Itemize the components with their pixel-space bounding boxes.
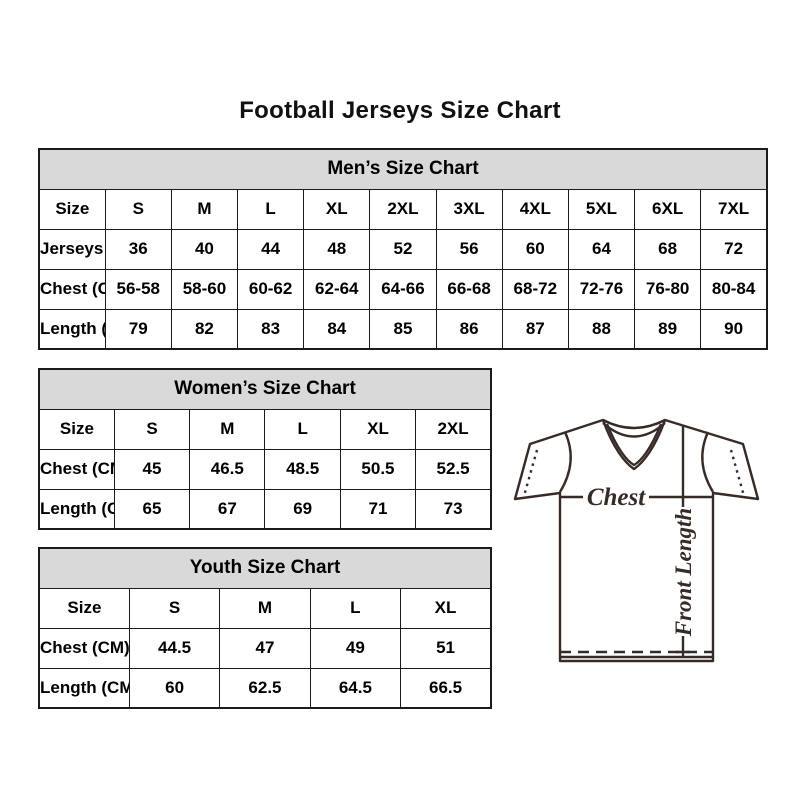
front-length-label: Front Length [671,508,696,637]
women-size-cell: 67 [189,488,266,530]
men-size-cell: 44 [237,228,305,270]
men-size-cell: 56-58 [104,268,172,310]
men-size-cell: 5XL [567,188,636,230]
youth-size-cell: 64.5 [309,667,402,709]
right-cuff-stitching-icon [729,449,746,497]
men-size-cell: L [237,188,305,230]
men-size-cell: 6XL [634,188,702,230]
men-size-cell: 66-68 [435,268,503,310]
youth-size-cell: XL [400,587,492,629]
youth-size-cell: 66.5 [400,667,492,709]
women-table-title: Women’s Size Chart [38,368,492,410]
youth-size-cell: 51 [400,627,492,669]
women-row-label: Size [38,408,115,450]
men-size-cell: S [104,188,172,230]
youth-size-cell: M [219,587,311,629]
men-row-label: Length (CM) [38,308,106,350]
men-size-cell: XL [303,188,371,230]
men-size-cell: 60-62 [237,268,305,310]
men-size-cell: M [170,188,239,230]
men-size-cell: 3XL [435,188,503,230]
women-size-cell: XL [339,408,417,450]
youth-size-cell: 60 [128,667,221,709]
men-size-cell: 7XL [700,188,768,230]
women-size-cell: 2XL [415,408,492,450]
women-size-cell: 52.5 [415,448,492,490]
page-title: Football Jerseys Size Chart [239,97,561,124]
men-size-cell: 62-64 [303,268,371,310]
left-cuff-stitching-icon [522,449,539,497]
men-size-cell: 72 [700,228,768,270]
men-size-cell: 72-76 [567,268,636,310]
men-size-cell: 83 [237,308,305,350]
women-size-cell: 73 [415,488,492,530]
women-size-cell: 65 [113,488,191,530]
men-size-cell: 88 [567,308,636,350]
collar-inner-v-icon [605,423,663,467]
men-size-cell: 58-60 [170,268,239,310]
youth-size-cell: 62.5 [219,667,311,709]
men-size-cell: 82 [170,308,239,350]
men-size-cell: 85 [369,308,437,350]
chest-label: Chest [587,484,646,511]
youth-size-cell: L [309,587,402,629]
men-size-cell: 48 [303,228,371,270]
youth-size-cell: 47 [219,627,311,669]
women-size-cell: 45 [113,448,191,490]
men-size-cell: 90 [700,308,768,350]
men-size-cell: 4XL [501,188,569,230]
youth-size-cell: S [128,587,221,629]
men-size-cell: 36 [104,228,172,270]
men-size-cell: 79 [104,308,172,350]
mens-size-table: Men’s Size Chart Size S M L XL 2XL 3XL 4XL 5XL 6XL… [38,148,768,350]
youth-row-label: Length (CM) [38,667,130,709]
men-size-cell: 52 [369,228,437,270]
women-row-label: Chest (CM) [38,448,115,490]
youth-size-table: Youth Size Chart Size S M L XL Chest (CM) 44.5 4… [38,547,492,709]
jersey-outline-icon [513,418,760,663]
men-size-cell: 40 [170,228,239,270]
men-size-cell: 87 [501,308,569,350]
men-size-cell: 64-66 [369,268,437,310]
women-size-cell: S [113,408,191,450]
women-size-cell: 46.5 [189,448,266,490]
youth-row-label: Size [38,587,130,629]
women-row-label: Length (CM) [38,488,115,530]
right-armhole-seam-icon [701,431,715,493]
youth-size-cell: 49 [309,627,402,669]
men-size-cell: 56 [435,228,503,270]
left-armhole-seam-icon [558,431,572,493]
men-size-cell: 84 [303,308,371,350]
women-size-cell: L [264,408,341,450]
men-row-label: Chest (CM) [38,268,106,310]
men-size-cell: 76-80 [634,268,702,310]
men-size-cell: 64 [567,228,636,270]
youth-size-cell: 44.5 [128,627,221,669]
men-size-cell: 86 [435,308,503,350]
men-table-title: Men’s Size Chart [38,148,768,190]
men-row-label: Jerseys Size [38,228,106,270]
men-size-cell: 80-84 [700,268,768,310]
men-row-label: Size [38,188,106,230]
women-size-cell: 71 [339,488,417,530]
women-size-cell: 50.5 [339,448,417,490]
men-size-cell: 89 [634,308,702,350]
women-size-cell: 48.5 [264,448,341,490]
men-size-cell: 68 [634,228,702,270]
women-size-cell: 69 [264,488,341,530]
men-size-cell: 60 [501,228,569,270]
men-size-cell: 68-72 [501,268,569,310]
youth-row-label: Chest (CM) [38,627,130,669]
youth-table-title: Youth Size Chart [38,547,492,589]
women-size-cell: M [189,408,266,450]
men-size-cell: 2XL [369,188,437,230]
jersey-diagram: Chest Front Length [513,418,760,663]
